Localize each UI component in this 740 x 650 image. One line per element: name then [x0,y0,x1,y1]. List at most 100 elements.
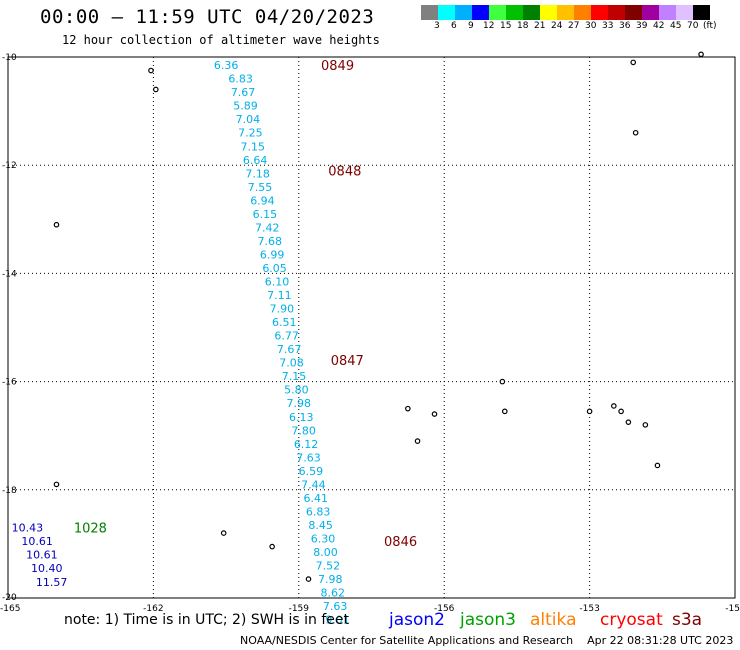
scale-label: 15 [500,21,512,31]
scale-label: 30 [585,21,597,31]
wave-height-label: 7.15 [241,140,266,153]
map-subtitle: 12 hour collection of altimeter wave hei… [62,33,380,47]
scale-swatch [540,5,557,20]
scale-label: 33 [602,21,614,31]
wave-height-label: 7.63 [296,451,321,464]
pass-time-label: 1028 [74,522,107,537]
y-tick-label: -12 [2,161,17,171]
wave-height-label: 6.99 [260,248,285,261]
legend-item-altika: altika [530,610,577,630]
legend-item-s3a: s3a [672,610,703,630]
wave-height-label: 7.98 [287,397,312,410]
x-tick-label: -165 [0,604,20,614]
wave-height-label: 7.15 [282,370,307,383]
island-outline [501,408,508,415]
island-outline [611,403,617,409]
scale-swatch [591,5,608,20]
credit-line: NOAA/NESDIS Center for Satellite Applica… [240,634,733,647]
wave-height-label: 6.59 [299,465,324,478]
wave-height-label: 7.90 [270,303,295,316]
y-tick-label: -20 [2,593,17,603]
scale-label: 70 [687,21,699,31]
wave-height-label: 6.83 [306,505,331,518]
footnote: note: 1) Time is in UTC; 2) SWH is in fe… [64,612,350,628]
island-outline [431,411,438,417]
scale-label: 6 [451,21,457,31]
scale-swatch [693,5,710,20]
island-outline [269,543,275,550]
wave-height-label: 11.57 [36,576,68,589]
scale-label: 36 [619,21,631,31]
x-tick-label: -159 [289,604,310,614]
scale-swatch [489,5,506,20]
scale-label: 27 [568,21,580,31]
legend-item-cryosat: cryosat [600,610,663,630]
island-outline [625,419,632,425]
wave-height-label: 7.52 [316,560,341,573]
scale-label: 39 [636,21,648,31]
x-tick-label: -162 [143,604,163,614]
island-outline [148,67,154,74]
legend-item-jason2: jason2 [389,610,445,630]
wave-height-label: 6.36 [214,59,239,72]
scale-label: 9 [468,21,474,31]
wave-height-label: 7.55 [248,181,273,194]
scale-swatch [472,5,489,20]
wave-height-label: 10.61 [26,549,58,562]
wave-height-label: 6.51 [272,316,297,329]
scale-label: 18 [517,21,529,31]
scale-swatch [438,5,455,20]
scale-label: 12 [483,21,495,31]
wave-height-label: 5.89 [233,100,258,113]
y-tick-label: -14 [2,269,17,279]
color-scale-labels: 3 6 9 12 15 18 21 24 27 30 33 36 39 42 45 70 (ft) [421,20,740,32]
wave-height-label: 6.94 [250,194,275,207]
pass-time-label: 0847 [331,354,364,369]
wave-height-label: 7.68 [257,235,282,248]
island-outline [153,86,159,93]
island-outline [586,408,593,415]
scale-label: 21 [534,21,546,31]
wave-height-label: 8.62 [320,587,345,600]
wave-height-label: 7.98 [318,573,343,586]
wave-height-label: 7.63 [323,600,348,613]
scale-swatch [421,5,438,20]
wave-height-label: 5.80 [284,384,309,397]
color-scale: 3 6 9 12 15 18 21 24 27 30 33 36 39 42 45 70 (ft) [421,5,740,32]
scale-label: (ft) [703,21,717,31]
wave-height-label: 9.01 [325,614,350,627]
wave-height-label: 7.04 [236,113,261,126]
scale-swatch [455,5,472,20]
wave-height-label: 7.25 [238,127,263,140]
wave-height-label: 6.64 [243,154,268,167]
wave-height-label: 10.40 [31,562,63,575]
wave-height-label: 7.67 [277,343,302,356]
island-outline [53,221,60,228]
y-tick-label: -18 [2,486,17,496]
color-scale-swatches [421,5,740,20]
x-tick-label: -156 [434,604,455,614]
y-tick-label: -16 [2,378,17,388]
island-outline [698,51,704,58]
wave-height-label: 7.80 [291,424,316,437]
wave-height-label: 6.77 [274,330,299,343]
scale-swatch [676,5,693,20]
credit-text: NOAA/NESDIS Center for Satellite Applica… [240,634,574,647]
y-tick-label: -10 [2,53,17,63]
wave-height-label: 6.05 [262,262,287,275]
map-title: 00:00 – 11:59 UTC 04/20/2023 [40,6,375,28]
wave-height-label: 6.83 [228,73,253,86]
wave-height-label: 7.11 [267,289,292,302]
wave-height-label: 6.41 [304,492,329,505]
scale-label: 42 [653,21,665,31]
wave-height-label: 10.43 [12,522,44,535]
legend-item-jason3: jason3 [460,610,516,630]
wave-height-label: 8.00 [313,546,338,559]
wave-height-label: 7.08 [279,357,304,370]
x-tick-label: -153 [579,604,599,614]
x-tick-label: -15 [725,604,740,614]
scale-swatch [642,5,659,20]
scale-label: 3 [434,21,440,31]
wave-height-label: 6.12 [294,438,319,451]
